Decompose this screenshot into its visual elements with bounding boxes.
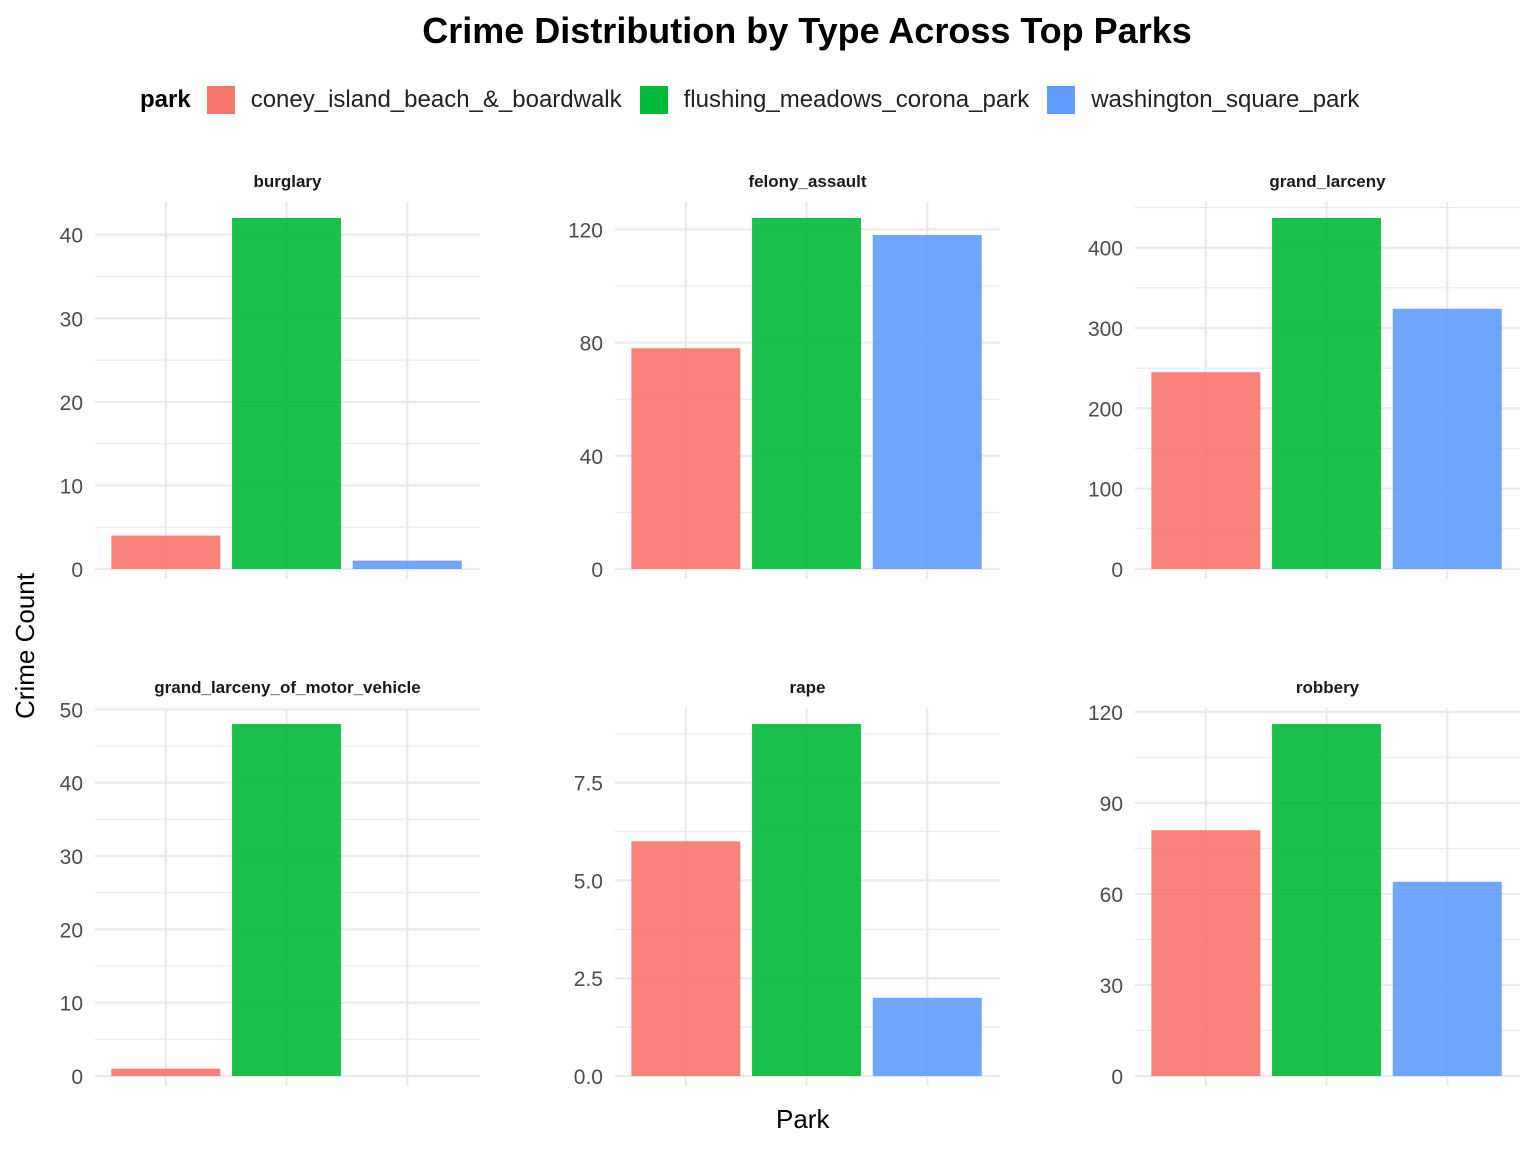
y-tick-label: 300 — [1088, 318, 1123, 341]
bar — [232, 218, 342, 569]
y-tick-label: 30 — [60, 846, 83, 869]
y-tick-label: 200 — [1088, 398, 1123, 421]
y-tick-label: 20 — [60, 392, 83, 415]
y-tick-label: 0 — [1111, 559, 1123, 582]
bar — [1272, 218, 1382, 569]
bar — [631, 841, 741, 1076]
facet-title: rape — [790, 678, 826, 697]
bar — [1151, 372, 1261, 569]
y-tick-label: 10 — [60, 475, 83, 498]
bar — [1272, 724, 1382, 1076]
bar — [352, 560, 462, 569]
bar — [872, 997, 982, 1076]
legend-label: flushing_meadows_corona_park — [683, 86, 1030, 113]
y-tick-label: 2.5 — [574, 968, 603, 991]
legend-item-flushing-meadows: flushing_meadows_corona_park — [639, 86, 1030, 114]
bar — [752, 724, 862, 1076]
y-tick-label: 40 — [60, 225, 83, 248]
bar — [1392, 881, 1502, 1076]
facet-title: grand_larceny — [1269, 172, 1386, 191]
y-tick-label: 0 — [1111, 1066, 1123, 1089]
y-tick-label: 80 — [580, 333, 603, 356]
facet-title: burglary — [253, 172, 322, 191]
y-tick-label: 40 — [580, 446, 603, 469]
y-tick-label: 120 — [568, 219, 603, 242]
y-tick-label: 0 — [71, 559, 83, 582]
y-tick-label: 20 — [60, 919, 83, 942]
y-tick-label: 0 — [591, 559, 603, 582]
y-tick-label: 400 — [1088, 238, 1123, 261]
y-tick-label: 10 — [60, 993, 83, 1016]
x-axis-label: Park — [776, 1104, 830, 1134]
facet-title: felony_assault — [748, 172, 866, 191]
y-tick-label: 0.0 — [574, 1066, 603, 1089]
facet-title: grand_larceny_of_motor_vehicle — [154, 678, 420, 697]
y-tick-label: 120 — [1088, 702, 1123, 725]
bar — [111, 1068, 221, 1076]
facet-title: robbery — [1296, 678, 1360, 697]
y-tick-label: 7.5 — [574, 773, 603, 796]
bar — [111, 535, 221, 569]
bar — [631, 348, 741, 569]
y-tick-label: 30 — [1100, 975, 1123, 998]
bar — [872, 234, 982, 569]
bar — [1151, 830, 1261, 1076]
y-tick-label: 90 — [1100, 793, 1123, 816]
bar — [1392, 308, 1502, 569]
legend-swatch — [1047, 86, 1076, 114]
legend-label: coney_island_beach_&_boardwalk — [250, 86, 622, 113]
legend-item-coney-island: coney_island_beach_&_boardwalk — [206, 86, 622, 114]
legend-title: park — [140, 86, 191, 113]
y-tick-label: 100 — [1088, 479, 1123, 502]
y-axis-label: Crime Count — [10, 573, 40, 719]
bar — [232, 724, 342, 1076]
y-tick-label: 40 — [60, 773, 83, 796]
legend-item-washington-square: washington_square_park — [1047, 86, 1359, 114]
legend: park coney_island_beach_&_boardwalk flus… — [140, 82, 1377, 118]
y-tick-label: 0 — [71, 1066, 83, 1089]
y-tick-label: 5.0 — [574, 870, 603, 893]
bar — [752, 218, 862, 569]
chart-title: Crime Distribution by Type Across Top Pa… — [422, 10, 1192, 51]
legend-label: washington_square_park — [1091, 86, 1360, 113]
legend-swatch — [639, 86, 668, 114]
y-tick-label: 60 — [1100, 884, 1123, 907]
legend-swatch — [206, 86, 235, 114]
y-tick-label: 30 — [60, 308, 83, 331]
y-tick-label: 50 — [60, 699, 83, 722]
